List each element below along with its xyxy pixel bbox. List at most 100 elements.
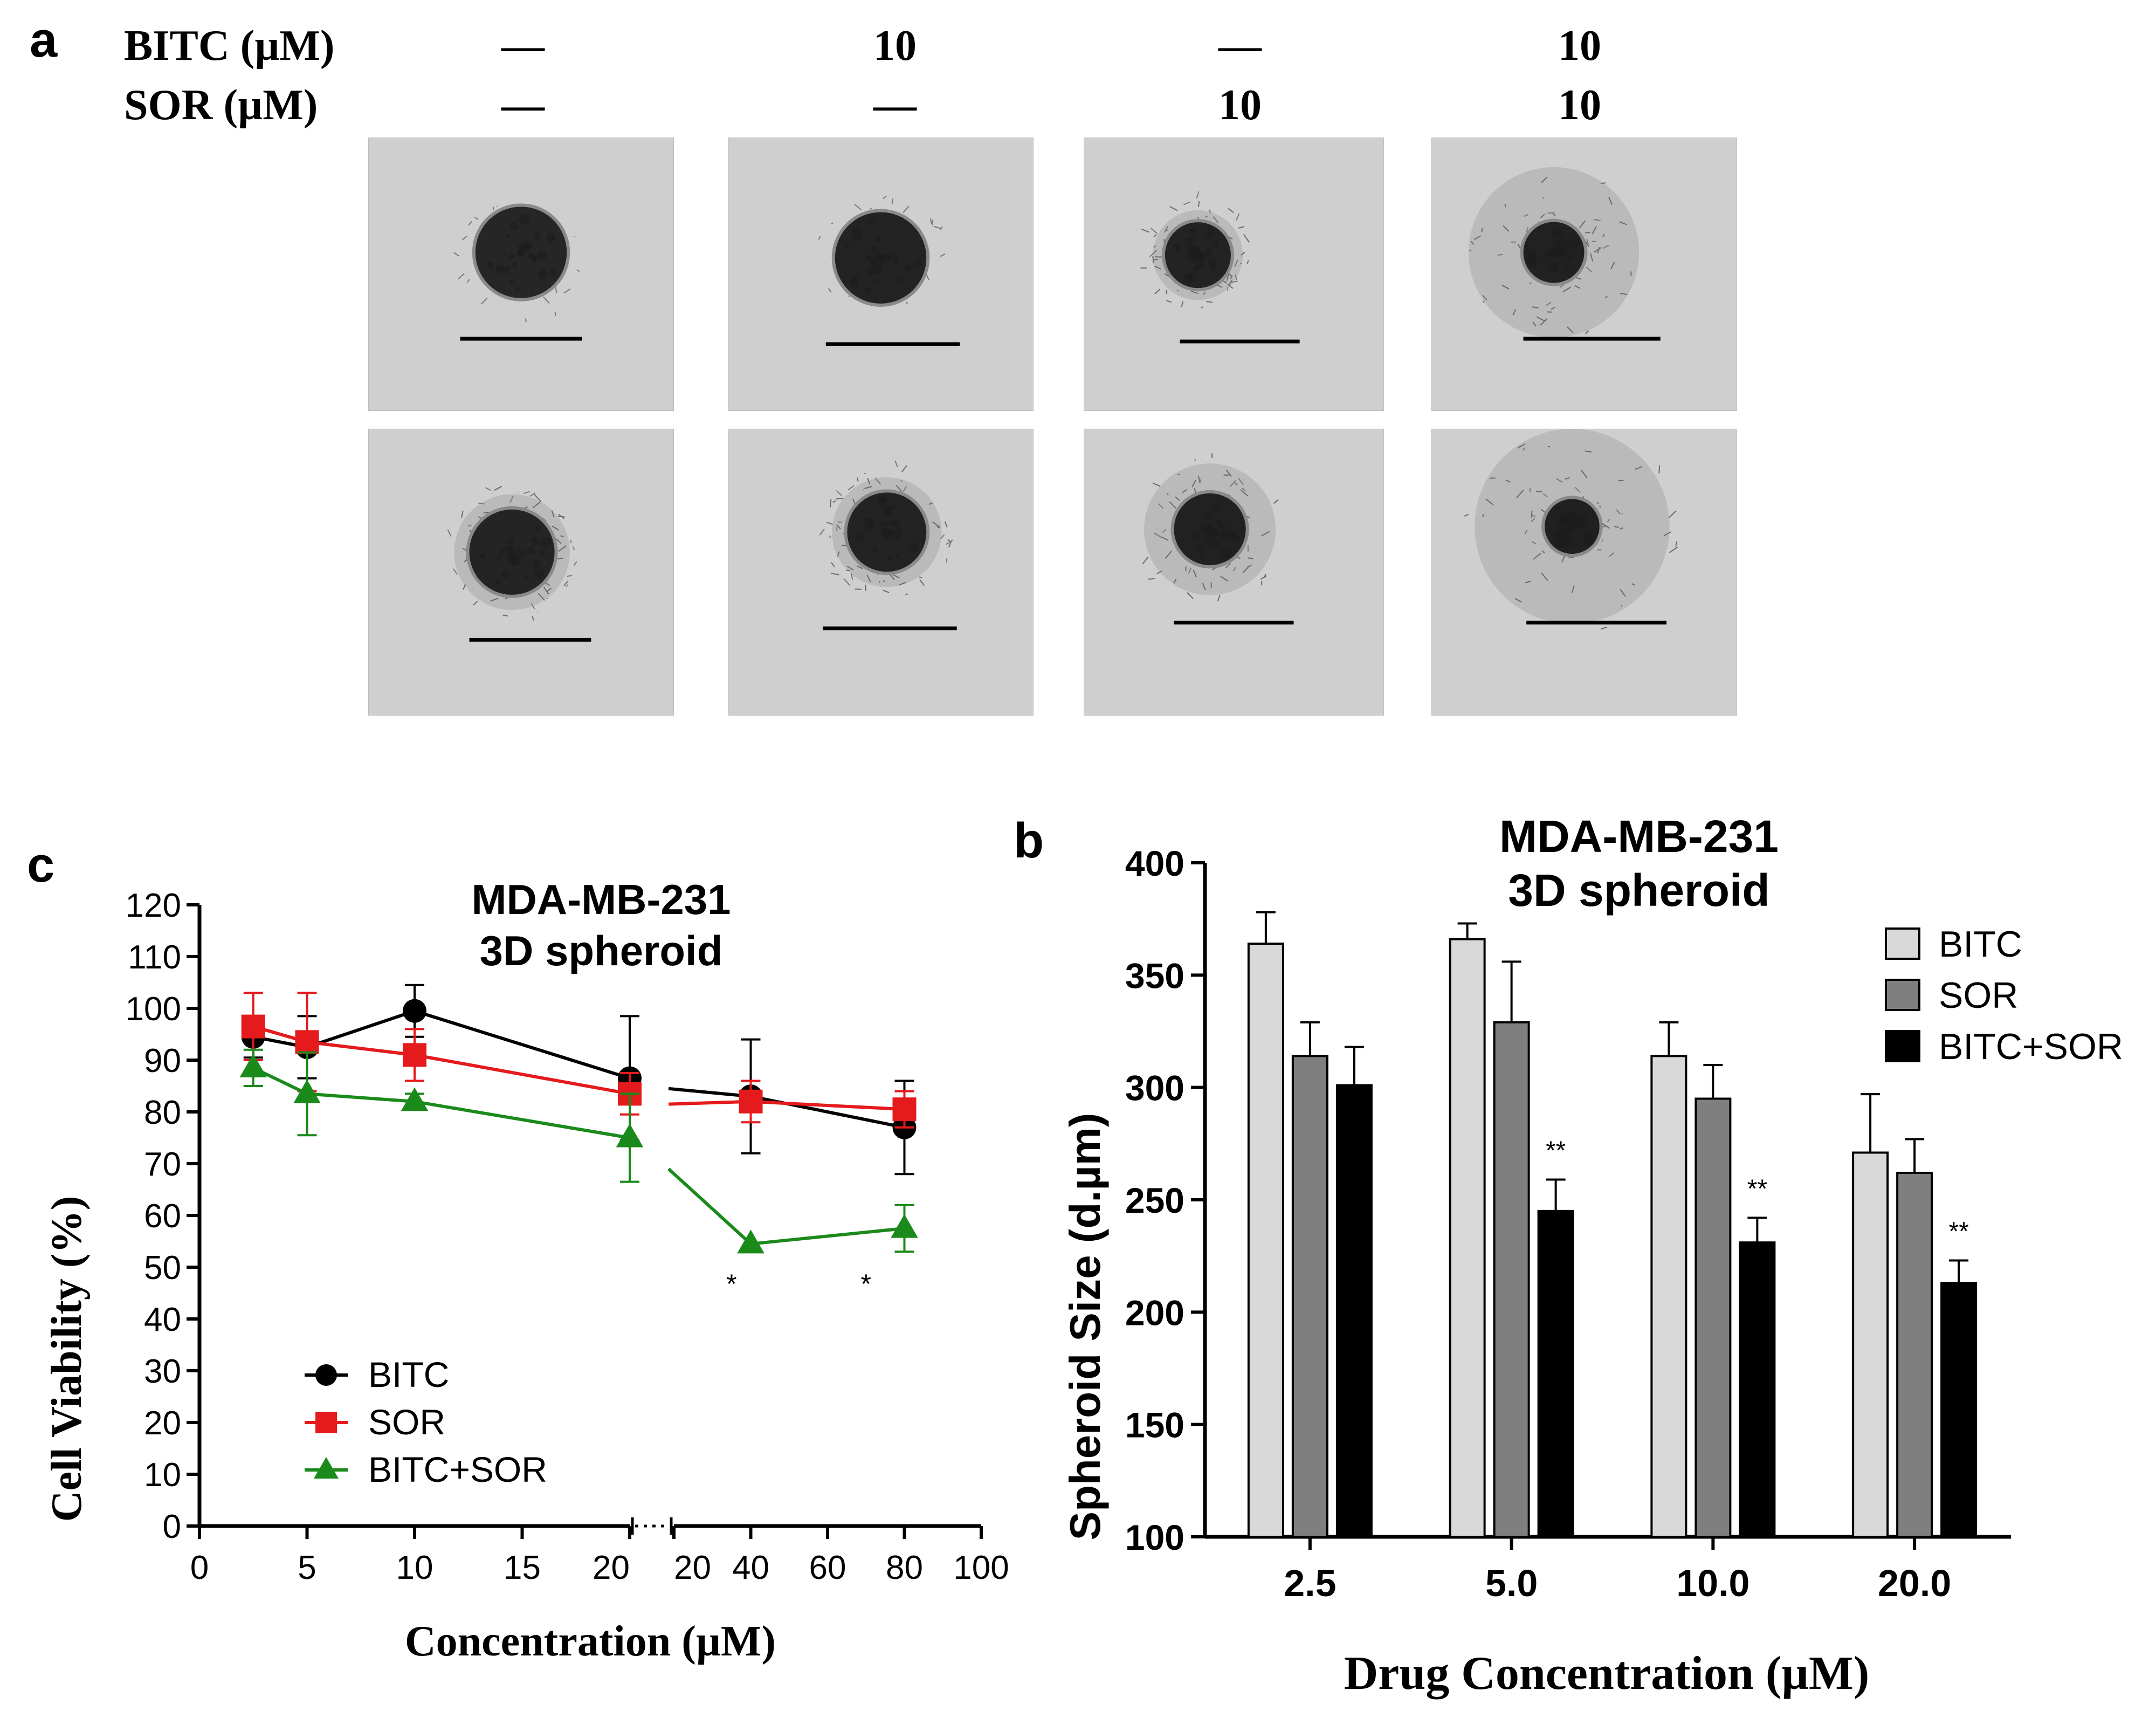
cell-debris <box>572 546 575 551</box>
invasive-cell-strand <box>1532 306 1539 308</box>
invasive-cell-strand <box>1248 557 1253 560</box>
spheroid-texture <box>886 521 891 527</box>
spheroid-texture <box>509 279 515 285</box>
invasive-cell-strand <box>1541 176 1548 183</box>
spheroid-texture <box>1173 243 1181 251</box>
cell-debris <box>1524 530 1528 535</box>
spheroid-texture <box>534 569 545 580</box>
cell-debris <box>1235 274 1238 281</box>
invasive-cell-strand <box>1238 226 1245 229</box>
invasive-cell-strand <box>1181 489 1187 493</box>
cell-debris <box>1593 218 1601 221</box>
bar-bitc <box>1449 938 1486 1538</box>
invasive-cell-strand <box>502 614 508 617</box>
viability-line-chart: c MDA-MB-231 3D spheroid Cell Viability … <box>27 837 1009 1665</box>
spheroid-texture <box>1205 511 1213 519</box>
invasive-cell-strand <box>836 524 841 530</box>
cell-debris <box>453 252 460 257</box>
cell-debris <box>1236 213 1240 221</box>
invasive-cell-strand <box>829 499 832 507</box>
spheroid-micrograph <box>728 138 1034 411</box>
invasive-cell-strand <box>831 562 835 567</box>
invasive-cell-strand <box>1166 300 1172 303</box>
invasive-cell-strand <box>1620 589 1626 597</box>
spheroid-texture <box>495 579 501 585</box>
invasive-cell-strand <box>936 525 940 529</box>
triangle-marker <box>239 1054 267 1077</box>
spheroid-texture <box>1582 530 1592 540</box>
spheroid-texture <box>867 217 876 226</box>
invasive-cell-strand <box>1154 259 1159 260</box>
cell-debris <box>531 603 535 609</box>
spheroid-texture <box>487 261 495 269</box>
x-tick-label: 20 <box>674 1549 711 1586</box>
scale-bar <box>1523 336 1661 341</box>
line-chart-y-axis-label: Cell Viability (%) <box>43 1196 91 1522</box>
spheroid-texture <box>1204 248 1213 256</box>
spheroid-micrograph <box>728 429 1034 716</box>
spheroid-texture <box>502 252 507 257</box>
invasive-cell-strand <box>879 581 880 583</box>
spheroid-texture <box>871 546 878 554</box>
invasive-cell-strand <box>1169 205 1178 211</box>
invasive-cell-strand <box>1485 498 1494 506</box>
bar-sor <box>1291 1055 1328 1538</box>
cell-debris <box>1531 541 1537 545</box>
invasive-cell-strand <box>1226 273 1230 281</box>
invasive-cell-strand <box>1152 482 1161 487</box>
spheroid-texture <box>883 530 893 540</box>
cell-debris <box>1596 501 1600 505</box>
spheroid-micrograph <box>1431 429 1737 716</box>
spheroid-texture <box>879 520 886 528</box>
y-tick-label: 100 <box>1125 1517 1184 1557</box>
cell-debris <box>529 492 536 497</box>
condition-3-bitc: — <box>1218 22 1262 70</box>
invasive-cell-strand <box>1240 489 1249 497</box>
x-tick-label: 80 <box>886 1549 923 1586</box>
spheroid-texture <box>501 570 509 579</box>
spheroid-texture <box>845 244 850 249</box>
cell-debris <box>883 196 887 200</box>
invasive-cell-strand <box>944 521 948 527</box>
x-tick-label: 10 <box>396 1549 433 1586</box>
spheroid-texture <box>1527 259 1536 267</box>
invasive-cell-strand <box>1585 330 1589 334</box>
invasive-cell-strand <box>1464 513 1469 517</box>
square-marker <box>892 1097 917 1122</box>
spheroid-texture <box>866 523 874 531</box>
line-chart-title-line-2: 3D spheroid <box>480 927 723 974</box>
series-bitc <box>241 984 917 1176</box>
invasive-cell-strand <box>1263 574 1266 579</box>
cell-debris <box>1166 493 1169 496</box>
bar-bitc-plus-sor <box>1335 1084 1373 1538</box>
scale-bar <box>460 336 582 341</box>
invasive-cell-strand <box>1518 443 1526 449</box>
significance-marker: ** <box>1546 1137 1566 1165</box>
cell-debris <box>1555 478 1563 483</box>
invasive-cell-strand <box>1531 518 1535 523</box>
spheroid-texture <box>1190 257 1197 264</box>
spheroid-texture <box>495 264 505 274</box>
bar-bitc-plus-sor <box>1537 1210 1574 1538</box>
spheroid-texture <box>1207 526 1211 531</box>
cell-debris <box>1241 487 1246 491</box>
cell-debris <box>1234 259 1238 267</box>
spheroid-texture <box>1200 554 1207 561</box>
cell-debris <box>1154 532 1161 538</box>
scale-bar <box>469 637 591 642</box>
invasive-cell-strand <box>1153 245 1156 248</box>
spheroid-texture <box>873 258 884 269</box>
cell-debris <box>1526 227 1529 233</box>
spheroid-texture <box>507 538 514 545</box>
cell-debris <box>929 218 932 224</box>
cell-debris <box>940 534 945 539</box>
invasive-cell-strand <box>1562 286 1571 293</box>
invasive-cell-strand <box>1567 556 1574 559</box>
cell-debris <box>467 525 472 527</box>
invasive-cell-strand <box>826 521 833 525</box>
spheroid-texture <box>871 245 880 255</box>
significance-marker: * <box>861 1269 871 1299</box>
cell-debris <box>1524 214 1529 217</box>
spheroid-micrograph <box>1431 138 1737 411</box>
invasive-cell-strand <box>1571 585 1575 593</box>
